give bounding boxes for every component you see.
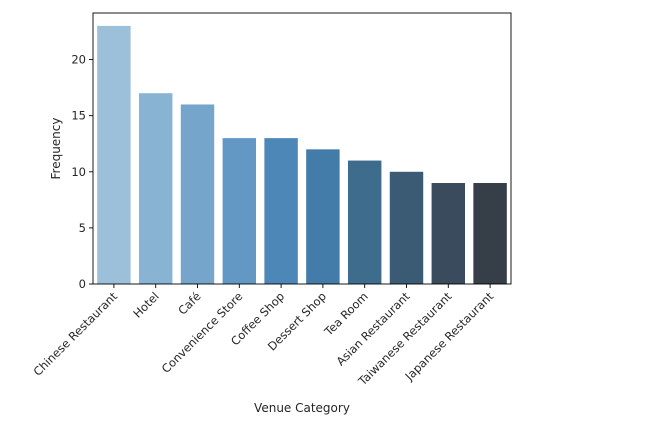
x-tick-label: Café — [175, 289, 203, 317]
x-tick-label: Convenience Store — [159, 289, 246, 376]
y-tick-label: 0 — [79, 277, 86, 291]
bar — [473, 183, 507, 284]
x-tick-label: Hotel — [130, 289, 161, 320]
bar — [347, 160, 382, 284]
bar — [138, 93, 173, 285]
x-axis-label: Venue Category — [254, 401, 350, 415]
bar — [431, 183, 466, 284]
bar — [97, 25, 131, 285]
bar — [180, 104, 215, 284]
bar — [222, 138, 257, 284]
bar — [306, 149, 340, 284]
y-tick-label: 5 — [79, 221, 86, 235]
y-axis: 0 5 10 15 20 — [71, 53, 93, 291]
y-tick-label: 20 — [71, 53, 86, 67]
x-tick-label: Chinese Restaurant — [31, 289, 121, 379]
y-axis-label: Frequency — [49, 118, 63, 180]
bar — [264, 138, 298, 284]
plot-frame — [92, 12, 512, 285]
y-tick-label: 10 — [71, 165, 86, 179]
bars-group — [97, 25, 507, 285]
bar — [389, 171, 424, 284]
y-tick-label: 15 — [71, 109, 86, 123]
x-tick-label: Asian Restaurant — [333, 289, 413, 369]
